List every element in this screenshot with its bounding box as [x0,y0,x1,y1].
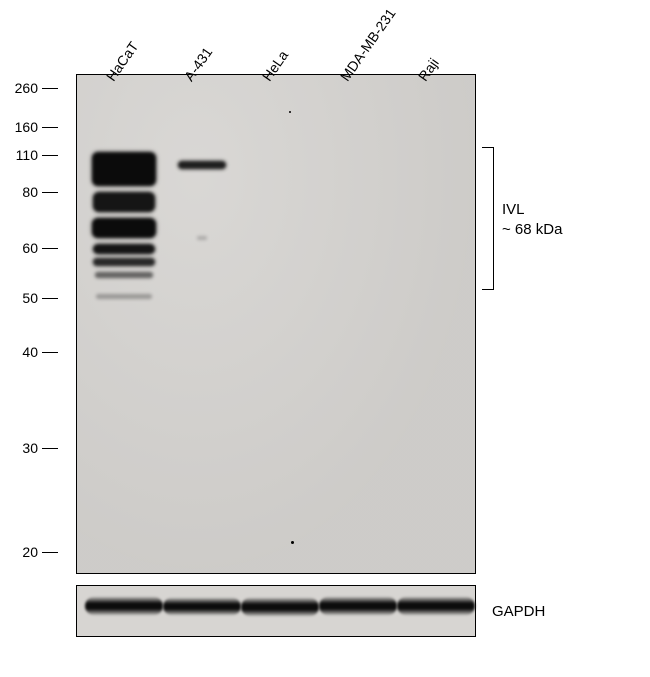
mw-label-30: 30 [8,440,38,456]
main-blot [76,74,476,574]
mw-label-80: 80 [8,184,38,200]
loading-control-label: GAPDH [492,603,545,620]
mw-tick-20 [42,552,58,553]
target-name: IVL [502,200,562,220]
target-label: IVL~ 68 kDa [502,200,562,239]
mw-label-60: 60 [8,240,38,256]
band-loading-3 [319,597,397,615]
band-main-8 [197,236,207,240]
band-main-2 [92,218,156,238]
band-main-6 [96,294,152,299]
mw-tick-30 [42,448,58,449]
lane-label-3: MDA-MB-231 [337,5,399,84]
band-loading-1 [163,598,241,615]
target-bracket [482,147,494,290]
band-main-4 [93,258,155,266]
band-main-1 [93,192,155,212]
mw-tick-110 [42,155,58,156]
mw-tick-160 [42,127,58,128]
mw-label-110: 110 [8,147,38,163]
band-main-7 [178,161,226,169]
band-main-5 [95,272,153,278]
band-loading-0 [85,597,163,615]
band-loading-2 [241,598,319,616]
mw-label-40: 40 [8,344,38,360]
mw-tick-80 [42,192,58,193]
mw-tick-260 [42,88,58,89]
target-size: ~ 68 kDa [502,220,562,240]
artifact-dot-1 [291,541,294,544]
band-loading-4 [397,597,475,615]
mw-label-160: 160 [8,119,38,135]
mw-tick-40 [42,352,58,353]
mw-tick-50 [42,298,58,299]
band-main-3 [93,244,155,254]
mw-tick-60 [42,248,58,249]
mw-label-20: 20 [8,544,38,560]
mw-label-50: 50 [8,290,38,306]
band-main-0 [92,152,156,186]
mw-label-260: 260 [8,80,38,96]
